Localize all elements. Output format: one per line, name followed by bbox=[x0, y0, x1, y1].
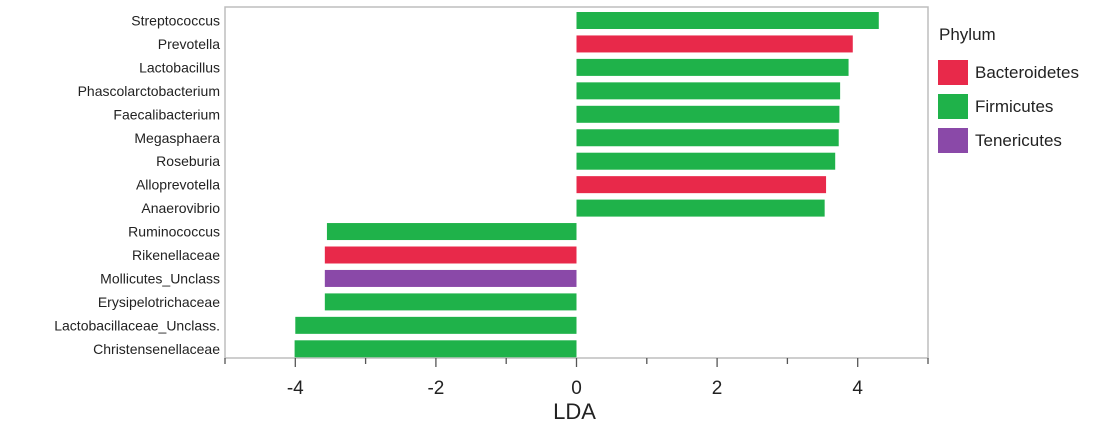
category-labels: Streptococcus Prevotella Lactobacillus Phas… bbox=[54, 13, 220, 357]
bar-streptococcus bbox=[576, 12, 879, 29]
bar-megasphaera bbox=[576, 129, 839, 147]
category-label: Ruminococcus bbox=[128, 224, 220, 240]
bar-lactobacillus bbox=[576, 58, 849, 76]
category-label: Prevotella bbox=[158, 36, 220, 52]
legend-label: Firmicutes bbox=[975, 97, 1053, 116]
legend-swatch bbox=[938, 60, 968, 85]
category-label: Anaerovibrio bbox=[141, 200, 220, 216]
category-label: Phascolarctobacterium bbox=[78, 83, 220, 99]
x-tick-label: -4 bbox=[287, 378, 304, 399]
legend: Phylum Bacteroidetes Firmicutes Tenericute… bbox=[938, 25, 1079, 153]
bar-lactobacillaceae-unclass bbox=[295, 316, 577, 334]
category-label: Rikenellaceae bbox=[132, 247, 220, 263]
x-axis-title: LDA bbox=[553, 399, 596, 424]
bar-ruminococcus bbox=[326, 223, 577, 241]
bar-mollicutes-unclass bbox=[324, 269, 577, 287]
x-tick-label: 0 bbox=[571, 378, 582, 399]
category-label: Lactobacillaceae_Unclass. bbox=[54, 317, 220, 333]
category-label: Faecalibacterium bbox=[113, 106, 220, 122]
bar-faecalibacterium bbox=[576, 105, 840, 123]
x-tick-label: -2 bbox=[427, 378, 444, 399]
bar-alloprevotella bbox=[576, 176, 827, 194]
bar-anaerovibrio bbox=[576, 199, 825, 217]
bar-prevotella bbox=[576, 35, 853, 53]
legend-items: Bacteroidetes Firmicutes Tenericutes bbox=[938, 60, 1079, 153]
bar-christensenellaceae bbox=[294, 340, 577, 358]
category-label: Streptococcus bbox=[131, 13, 220, 29]
x-tick-label: 2 bbox=[712, 378, 723, 399]
bar-rikenellaceae bbox=[324, 246, 577, 264]
x-tick-label: 4 bbox=[852, 378, 863, 399]
bar-roseburia bbox=[576, 152, 836, 170]
bar-erysipelotrichaceae bbox=[324, 293, 577, 311]
legend-label: Bacteroidetes bbox=[975, 63, 1079, 82]
legend-swatch bbox=[938, 94, 968, 119]
plot-area: Streptococcus Prevotella Lactobacillus Phas… bbox=[54, 6, 929, 399]
legend-title: Phylum bbox=[939, 25, 996, 44]
bars bbox=[294, 12, 879, 358]
bar-phascolarctobacterium bbox=[576, 82, 841, 100]
category-label: Christensenellaceae bbox=[93, 341, 220, 357]
category-label: Alloprevotella bbox=[136, 177, 220, 193]
category-label: Megasphaera bbox=[134, 130, 220, 146]
legend-label: Tenericutes bbox=[975, 131, 1062, 150]
category-label: Mollicutes_Unclass bbox=[100, 270, 220, 286]
category-label: Erysipelotrichaceae bbox=[98, 294, 220, 310]
legend-swatch bbox=[938, 128, 968, 153]
category-label: Lactobacillus bbox=[139, 59, 220, 75]
category-label: Roseburia bbox=[156, 153, 220, 169]
x-axis: -4 -2 0 2 4 bbox=[224, 358, 929, 399]
